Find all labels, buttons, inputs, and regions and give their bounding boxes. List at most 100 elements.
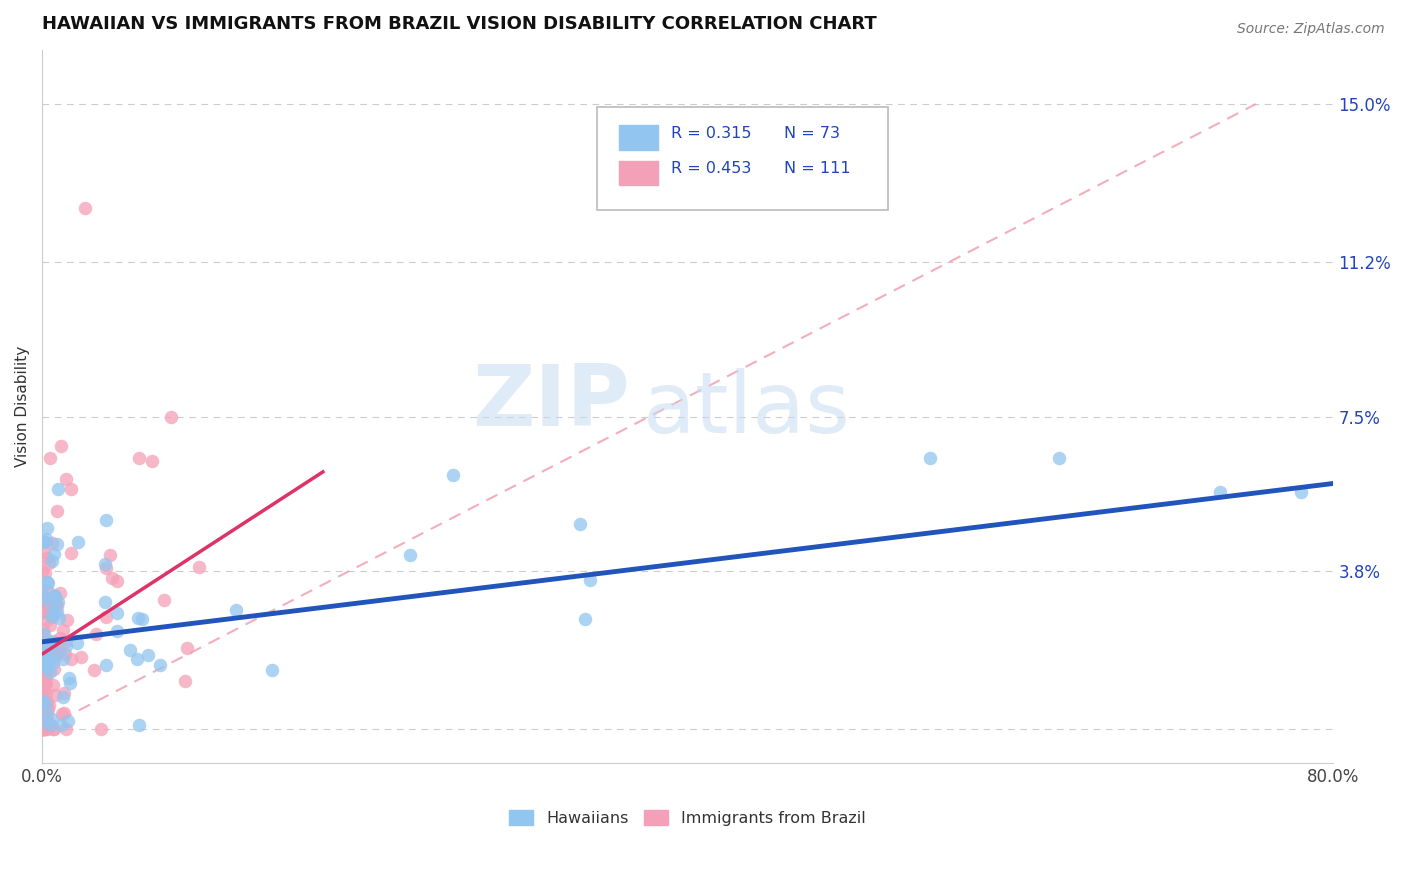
Point — [53, 647, 76, 661]
Point — [37, 644, 59, 658]
Point — [44, 649, 66, 664]
Point — [34, 676, 56, 690]
Point — [676, 160, 699, 174]
Point — [42, 723, 65, 737]
Point — [52, 624, 75, 638]
Point — [37, 576, 59, 591]
Point — [32, 627, 55, 641]
Point — [32, 642, 55, 657]
Point — [48, 610, 70, 624]
Text: Source: ZipAtlas.com: Source: ZipAtlas.com — [1237, 22, 1385, 37]
Point — [127, 611, 149, 625]
Legend: Hawaiians, Immigrants from Brazil: Hawaiians, Immigrants from Brazil — [509, 810, 866, 826]
Point — [31, 641, 53, 656]
Point — [32, 605, 55, 619]
Point — [225, 602, 247, 616]
Point — [569, 517, 592, 532]
Point — [574, 612, 596, 626]
Point — [41, 712, 63, 726]
Point — [44, 688, 66, 702]
Point — [136, 648, 159, 662]
Point — [38, 641, 60, 656]
Point — [75, 201, 97, 215]
Point — [42, 678, 65, 692]
Point — [32, 596, 55, 610]
Point — [105, 574, 128, 588]
Point — [262, 664, 284, 678]
Point — [187, 559, 209, 574]
Point — [35, 574, 58, 589]
Point — [1047, 451, 1070, 466]
Point — [46, 595, 69, 609]
Point — [34, 657, 56, 672]
Point — [39, 608, 62, 623]
Point — [32, 717, 55, 731]
Point — [55, 472, 77, 486]
Point — [51, 690, 73, 704]
Text: ZIP: ZIP — [472, 361, 630, 444]
Point — [52, 652, 75, 666]
Point — [31, 628, 53, 642]
Point — [37, 702, 59, 716]
Point — [41, 536, 63, 550]
Point — [35, 660, 58, 674]
Point — [35, 705, 58, 719]
Point — [38, 654, 60, 668]
Point — [90, 723, 112, 737]
Point — [128, 718, 150, 732]
Point — [39, 634, 62, 648]
Point — [46, 537, 69, 551]
Y-axis label: Vision Disability: Vision Disability — [15, 346, 30, 467]
Point — [34, 637, 56, 651]
Point — [39, 665, 62, 680]
Point — [35, 707, 58, 722]
FancyBboxPatch shape — [619, 126, 658, 150]
Point — [32, 534, 55, 549]
Text: R = 0.315: R = 0.315 — [671, 126, 751, 141]
Point — [131, 612, 153, 626]
Point — [35, 550, 58, 565]
Point — [35, 665, 58, 679]
Point — [44, 589, 66, 603]
Point — [31, 588, 53, 602]
Point — [41, 554, 63, 568]
Point — [46, 482, 69, 496]
Point — [39, 718, 62, 732]
Point — [93, 595, 115, 609]
Point — [51, 718, 73, 732]
Point — [105, 606, 128, 620]
Point — [59, 482, 82, 496]
Point — [34, 659, 56, 673]
Point — [918, 451, 941, 466]
Point — [34, 696, 56, 710]
Point — [59, 652, 82, 666]
Point — [34, 669, 56, 683]
Point — [38, 638, 60, 652]
Point — [31, 623, 53, 637]
Point — [141, 453, 163, 467]
Point — [55, 613, 77, 627]
Point — [1289, 484, 1312, 499]
Point — [37, 642, 59, 657]
Point — [398, 548, 420, 562]
Point — [34, 646, 56, 660]
Point — [42, 634, 65, 648]
Point — [31, 707, 53, 722]
Point — [45, 646, 67, 660]
Point — [174, 673, 197, 688]
Point — [46, 605, 69, 619]
Point — [34, 534, 56, 549]
Point — [37, 647, 59, 661]
Point — [35, 613, 58, 627]
Point — [38, 556, 60, 570]
Point — [125, 652, 148, 666]
Point — [32, 664, 55, 678]
Point — [38, 698, 60, 712]
Point — [31, 603, 53, 617]
Point — [83, 663, 105, 677]
Point — [35, 521, 58, 535]
Point — [176, 640, 198, 655]
Point — [35, 676, 58, 690]
Point — [34, 662, 56, 676]
Point — [59, 546, 82, 560]
